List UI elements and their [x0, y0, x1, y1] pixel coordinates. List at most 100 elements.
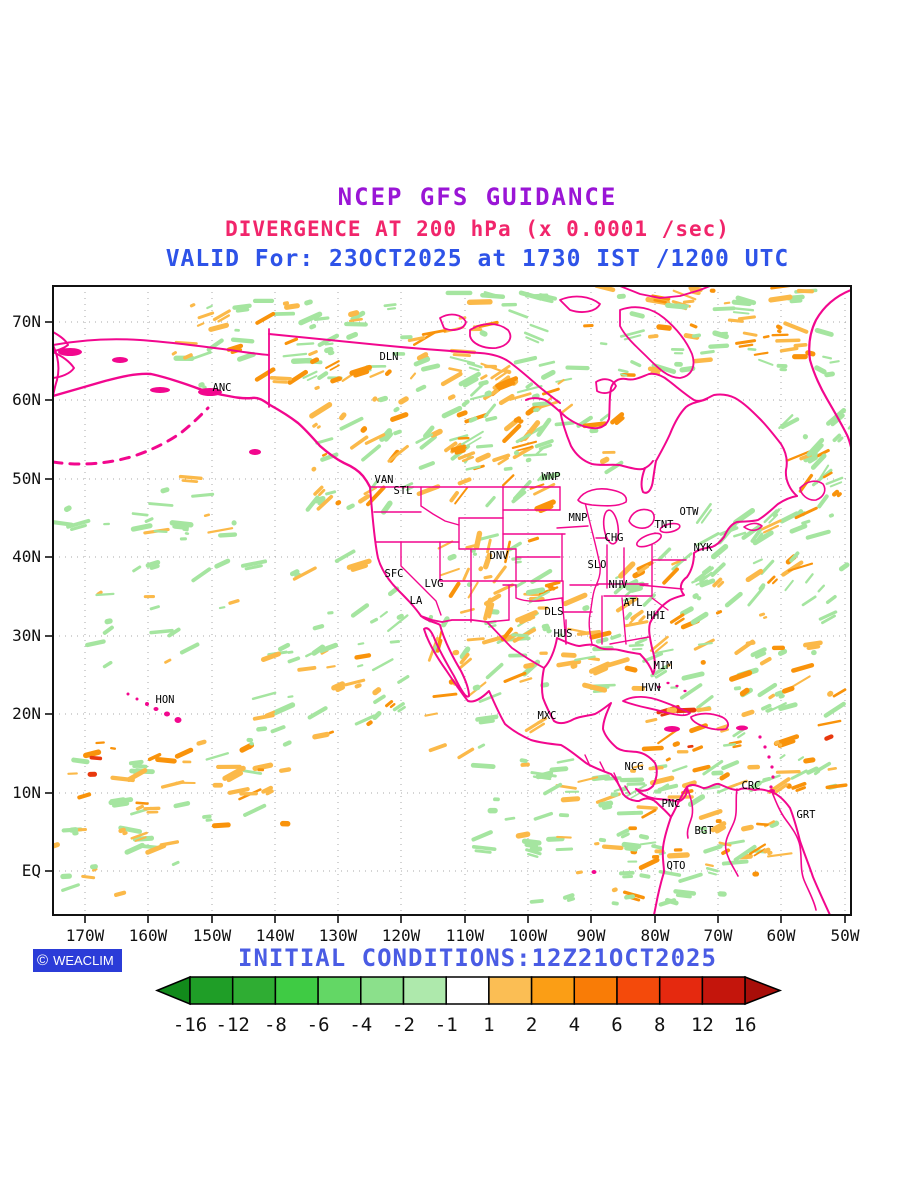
island-dot — [666, 681, 670, 685]
divergence-blob — [696, 695, 714, 710]
divergence-blob — [554, 420, 575, 427]
divergence-blob — [246, 737, 254, 743]
divergence-blob — [265, 789, 274, 796]
divergence-blob — [387, 444, 409, 463]
divergence-blob — [629, 311, 645, 319]
x-axis-label: 150W — [193, 926, 232, 945]
divergence-blob — [240, 559, 268, 568]
divergence-blob — [766, 702, 787, 713]
divergence-blob — [781, 685, 795, 694]
divergence-blob — [313, 485, 324, 496]
divergence-blob — [386, 307, 397, 311]
divergence-blob — [387, 614, 409, 633]
valid-time-line: VALID For: 23OCT2025 at 1730 IST /1200 U… — [165, 246, 790, 272]
divergence-blob — [330, 376, 342, 384]
divergence-blob — [810, 453, 827, 470]
divergence-blob — [389, 703, 396, 709]
divergence-blob — [360, 426, 368, 433]
divergence-blob — [459, 652, 470, 665]
divergence-blob — [252, 713, 275, 721]
colorbar-segment — [488, 976, 533, 1005]
divergence-blob — [775, 770, 801, 774]
divergence-blob — [454, 448, 466, 455]
divergence-blob — [449, 490, 459, 503]
divergence-blob — [512, 445, 534, 460]
divergence-blob — [400, 335, 413, 340]
divergence-blob — [784, 579, 794, 592]
colorbar-segment — [317, 976, 362, 1005]
divergence-blob — [457, 477, 472, 486]
divergence-blob — [305, 652, 313, 658]
divergence-blob — [197, 311, 215, 320]
divergence-blob — [757, 682, 778, 698]
island-dot — [249, 449, 261, 455]
divergence-blob — [124, 842, 145, 855]
divergence-blob — [701, 565, 712, 574]
divergence-blob — [231, 520, 237, 526]
divergence-blob — [63, 505, 72, 513]
islands — [58, 348, 775, 874]
divergence-blob — [440, 371, 463, 387]
divergence-blob — [208, 322, 230, 332]
divergence-blob — [282, 301, 290, 306]
divergence-blob — [779, 346, 799, 353]
divergence-blob — [827, 766, 837, 771]
divergence-blob — [692, 745, 704, 752]
colorbar-segment — [274, 976, 319, 1005]
x-axis-label: 130W — [319, 926, 358, 945]
coastline-path — [559, 295, 601, 313]
divergence-blob — [472, 552, 478, 556]
coastline-path — [808, 288, 851, 449]
divergence-blob — [270, 311, 296, 317]
lake-outline — [628, 508, 655, 529]
divergence-blob — [777, 648, 788, 656]
divergence-blob — [599, 342, 608, 346]
divergence-blob — [560, 796, 581, 803]
divergence-blob — [562, 592, 588, 607]
colorbar-tick-label: 1 — [483, 1014, 494, 1036]
divergence-blob — [468, 416, 478, 423]
coastline-path — [584, 754, 631, 795]
divergence-blob — [629, 615, 638, 625]
divergence-blob — [662, 567, 679, 585]
divergence-blob — [760, 559, 775, 575]
divergence-blob — [792, 354, 808, 360]
divergence-blob — [487, 807, 498, 814]
divergence-blob — [457, 451, 476, 460]
divergence-blob — [546, 629, 552, 634]
divergence-blob — [81, 874, 96, 880]
divergence-blob — [277, 642, 291, 652]
divergence-blob — [681, 671, 705, 681]
lake-outline — [659, 522, 681, 534]
divergence-blob — [520, 762, 530, 767]
divergence-blob — [415, 384, 427, 392]
divergence-blob — [130, 831, 148, 840]
divergence-blob — [249, 742, 254, 746]
coastline-path — [525, 372, 798, 497]
divergence-blob — [327, 350, 335, 356]
divergence-blob — [692, 764, 711, 773]
divergence-blob — [806, 437, 825, 457]
divergence-blob — [257, 768, 265, 772]
divergence-blob — [801, 595, 817, 607]
divergence-blob — [611, 901, 619, 906]
copyright-icon: © — [37, 952, 49, 969]
divergence-blob — [472, 684, 481, 691]
colorbar-segment — [530, 976, 576, 1005]
divergence-blob — [619, 777, 645, 783]
divergence-blob — [657, 728, 679, 745]
divergence-blob — [733, 507, 756, 526]
divergence-blob — [369, 479, 379, 491]
station-label: VAN — [375, 474, 394, 486]
station-label: NHV — [609, 579, 629, 591]
station-label: NYK — [694, 542, 714, 554]
divergence-blob — [560, 403, 574, 414]
divergence-blob — [752, 871, 760, 877]
weaclim-badge: © WEACLIM — [33, 949, 122, 972]
x-axis-label: 70W — [704, 926, 733, 945]
coastline-path — [268, 333, 561, 404]
divergence-blob — [318, 642, 339, 654]
divergence-blob — [754, 651, 767, 659]
divergence-blob — [271, 702, 296, 716]
divergence-blob — [768, 513, 779, 524]
